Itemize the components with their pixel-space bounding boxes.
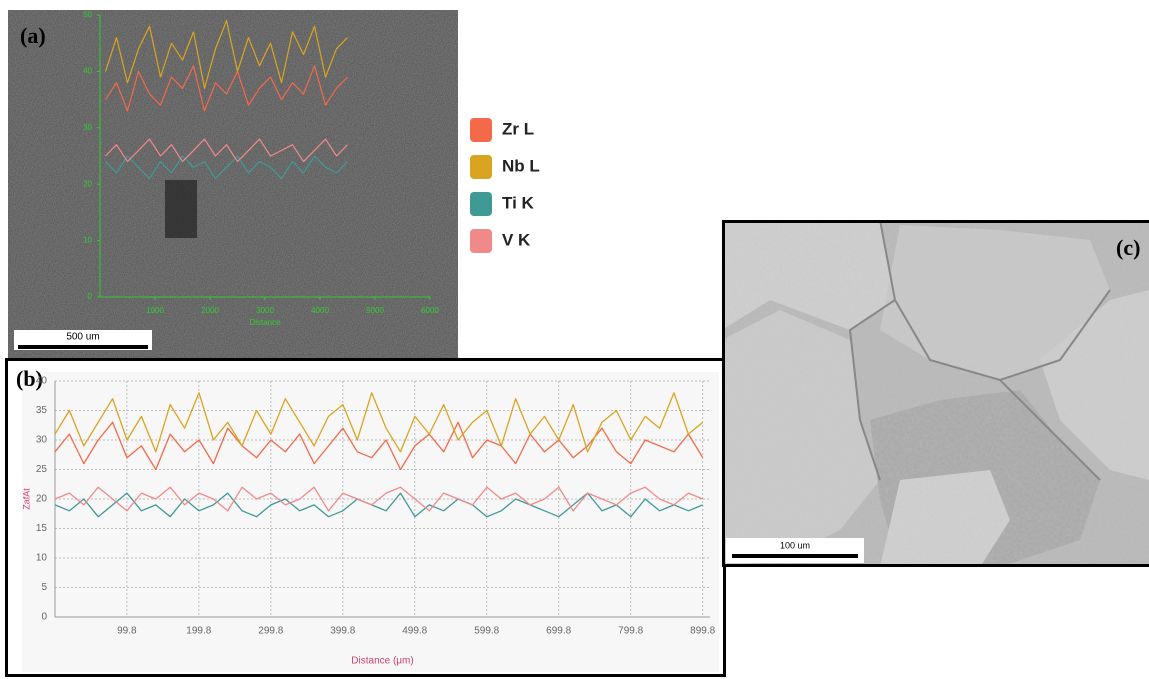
y-tick-label: 40 (36, 376, 48, 387)
y-tick-label: 30 (83, 123, 92, 132)
legend-label: V K (502, 230, 531, 249)
y-tick-label: 50 (83, 10, 92, 19)
y-tick-label: 5 (41, 582, 47, 593)
x-tick-label: 5000 (366, 306, 384, 315)
x-tick-label: 6000 (421, 306, 439, 315)
legend-swatch (470, 192, 492, 216)
x-tick-label: 799.8 (618, 626, 643, 637)
y-tick-label: 20 (36, 494, 48, 505)
legend-label: Nb L (502, 156, 540, 175)
panel-label: (c) (1116, 235, 1140, 260)
micrograph (722, 220, 1149, 567)
y-tick-label: 15 (36, 523, 48, 534)
y-tick-label: 35 (36, 405, 48, 416)
y-tick-label: 10 (36, 553, 48, 564)
legend-swatch (470, 229, 492, 253)
scale-bar (732, 554, 858, 558)
x-tick-label: 499.8 (402, 626, 427, 637)
y-tick-label: 0 (88, 292, 93, 301)
scale-bar-label: 100 um (780, 540, 810, 550)
x-tick-label: 2000 (201, 306, 219, 315)
x-tick-label: 599.8 (474, 626, 499, 637)
legend-swatch (470, 155, 492, 179)
scale-bar (18, 345, 148, 349)
legend-swatch (470, 118, 492, 142)
x-tick-label: 699.8 (546, 626, 571, 637)
x-tick-label: 199.8 (186, 626, 211, 637)
figure: 500 um (a) (b) 100 um (c) 01020304050100… (0, 0, 1149, 679)
sem-feature (165, 180, 197, 238)
x-tick-label: 899.8 (690, 626, 715, 637)
x-tick-label: 99.8 (117, 626, 137, 637)
micrograph-texture (722, 220, 1149, 567)
sem-texture (8, 10, 458, 358)
x-tick-label: 399.8 (330, 626, 355, 637)
y-tick-label: 30 (36, 435, 48, 446)
legend-label: Ti K (502, 193, 535, 212)
x-axis-label: Distance (249, 318, 281, 327)
y-tick-label: 40 (83, 67, 92, 76)
y-tick-label: 10 (83, 236, 92, 245)
y-tick-label: 0 (41, 612, 47, 623)
x-tick-label: 1000 (146, 306, 164, 315)
x-tick-label: 4000 (311, 306, 329, 315)
scale-bar-label: 500 um (66, 332, 99, 343)
y-axis-label: ZafAt (21, 488, 31, 510)
y-tick-label: 20 (83, 179, 92, 188)
panel-label: (a) (20, 23, 46, 48)
x-axis-label: Distance (μm) (351, 656, 413, 667)
legend-label: Zr L (502, 119, 534, 138)
x-tick-label: 299.8 (258, 626, 283, 637)
y-tick-label: 25 (36, 464, 48, 475)
x-tick-label: 3000 (256, 306, 274, 315)
